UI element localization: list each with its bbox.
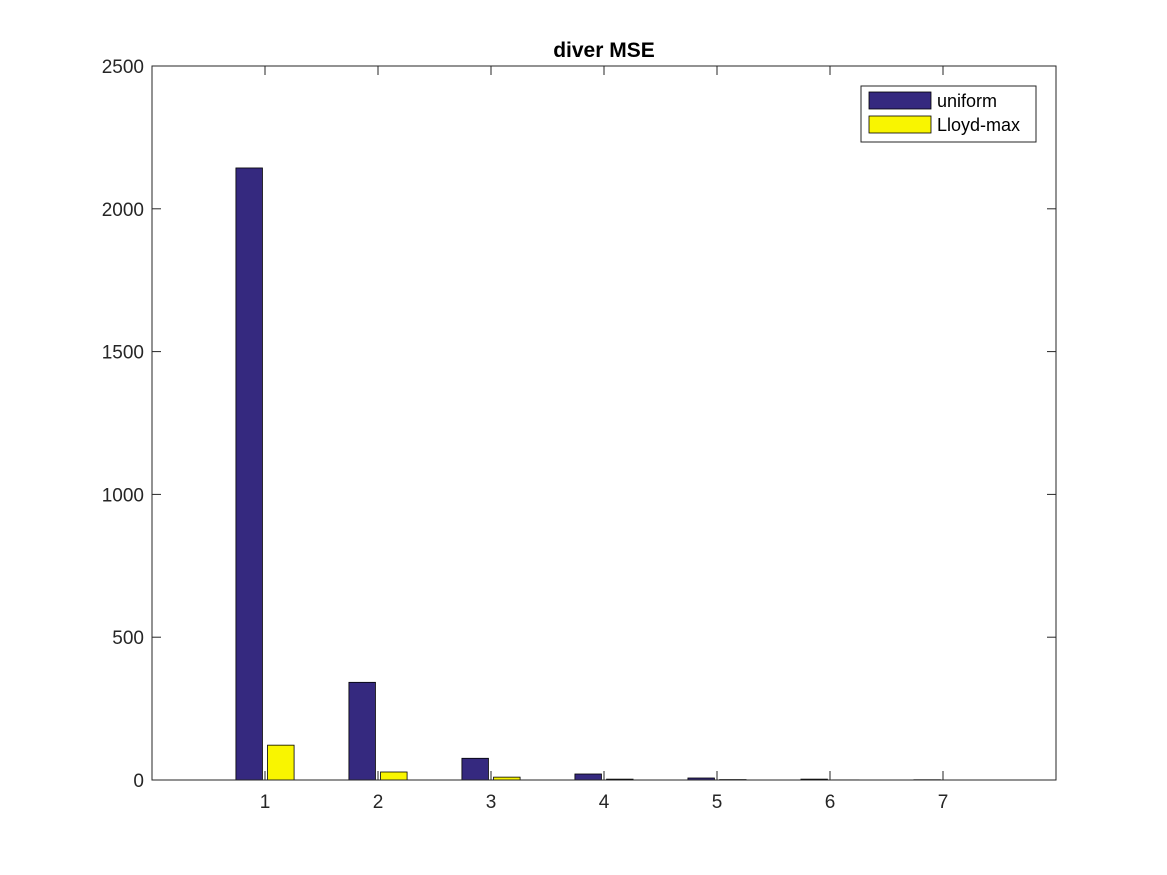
y-tick-label: 1500 — [102, 343, 144, 364]
legend-label: Lloyd-max — [937, 115, 1020, 135]
legend-label: uniform — [937, 91, 997, 111]
legend-swatch — [868, 91, 932, 110]
y-tick-label: 2500 — [102, 57, 144, 78]
bar-lloyd-max-2 — [380, 771, 408, 781]
x-tick-label: 1 — [260, 792, 271, 813]
bar-uniform-2 — [348, 681, 376, 781]
legend: uniform Lloyd-max — [860, 85, 1037, 143]
bar-uniform-1 — [235, 167, 263, 781]
x-tick-label: 3 — [486, 792, 497, 813]
x-tick-label: 7 — [938, 792, 949, 813]
x-tick-label: 6 — [825, 792, 836, 813]
y-tick-label: 2000 — [102, 200, 144, 221]
plot-frame — [151, 65, 1057, 781]
plot-area — [152, 66, 1056, 780]
y-tick-label: 1000 — [102, 485, 144, 506]
y-tick-label: 500 — [112, 628, 144, 649]
bar-uniform-3 — [461, 757, 489, 781]
x-tick-label: 2 — [373, 792, 384, 813]
bars-group — [235, 167, 973, 781]
bar-lloyd-max-1 — [267, 744, 295, 781]
x-axis: 1 2 3 4 5 6 7 — [260, 66, 949, 813]
legend-swatch — [868, 115, 932, 134]
bar-uniform-4 — [574, 773, 602, 781]
x-tick-label: 4 — [599, 792, 610, 813]
y-axis: 0 500 1000 1500 2000 2500 — [102, 57, 1056, 792]
y-tick-label: 0 — [133, 771, 144, 792]
chart-title: diver MSE — [553, 39, 655, 62]
x-tick-label: 5 — [712, 792, 723, 813]
